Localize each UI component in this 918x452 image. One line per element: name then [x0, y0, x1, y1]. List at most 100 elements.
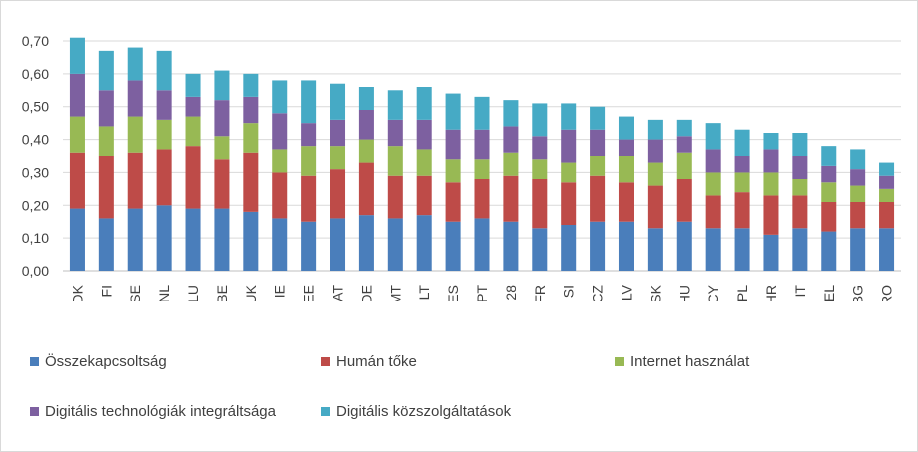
legend-item-internet-hasznalat: Internet használat — [615, 353, 749, 370]
x-tick-label: LU — [185, 285, 201, 301]
bar-segment-pl-s4 — [734, 129, 750, 156]
bar-segment-dk-s3 — [69, 73, 85, 117]
bar-segment-de-s3 — [358, 110, 374, 140]
bar-segment-ee-s0 — [301, 221, 317, 271]
bar-segment-be-s2 — [214, 136, 230, 160]
bar-segment-es-s2 — [445, 159, 461, 183]
bar-segment-hr-s1 — [763, 195, 779, 235]
legend-swatch — [321, 357, 330, 366]
bar-segment-pl-s1 — [734, 192, 750, 229]
bar-segment-ie-s0 — [272, 218, 288, 271]
y-tick-label: 0,30 — [22, 164, 49, 180]
bar-segment-pt-s0 — [474, 218, 490, 271]
bar-segment-es-s1 — [445, 182, 461, 222]
bar-segment-ie-s1 — [272, 172, 288, 219]
bar-segment-eu28-s3 — [503, 126, 519, 153]
bar-segment-it-s2 — [792, 179, 808, 196]
x-tick-label: LT — [416, 285, 432, 301]
bar-segment-sk-s0 — [647, 228, 663, 271]
legend-swatch — [30, 407, 39, 416]
bar-segment-bg-s1 — [850, 202, 866, 229]
y-tick-label: 0,40 — [22, 132, 49, 148]
x-tick-label: MT — [387, 285, 403, 301]
bar-segment-dk-s0 — [69, 208, 85, 271]
legend-label: Internet használat — [630, 353, 750, 370]
bar-segment-si-s4 — [561, 103, 577, 130]
bar-segment-fr-s4 — [532, 103, 548, 137]
bar-segment-cy-s0 — [705, 228, 721, 271]
bar-segment-lt-s4 — [416, 87, 432, 120]
x-tick-label: LV — [618, 284, 634, 301]
bar-segment-dk-s2 — [69, 116, 85, 153]
x-tick-label: CZ — [590, 285, 606, 301]
bar-segment-uk-s0 — [243, 211, 259, 271]
legend-item-osszekapcsoltsag: Összekapcsoltság — [30, 353, 167, 370]
bar-segment-bg-s4 — [850, 149, 866, 170]
bar-segment-cy-s2 — [705, 172, 721, 196]
bar-segment-nl-s0 — [156, 205, 172, 271]
x-axis-ticks: DK FI SE NL LU BE UK IE EE AT DE MT LT ES PT EU28 FR SI CZ… — [69, 284, 894, 320]
bar-segment-ee-s1 — [301, 175, 317, 222]
bar-segment-cy-s4 — [705, 123, 721, 150]
bars — [69, 37, 895, 271]
legend-swatch — [30, 357, 39, 366]
bar-segment-hu-s1 — [676, 179, 692, 222]
bar-segment-cz-s4 — [590, 106, 606, 130]
bar-segment-lv-s1 — [618, 182, 634, 222]
bar-segment-el-s2 — [821, 182, 837, 202]
bar-segment-se-s1 — [127, 152, 143, 209]
bar-segment-hu-s0 — [676, 221, 692, 271]
bar-segment-mt-s4 — [387, 90, 403, 120]
bar-segment-at-s3 — [330, 119, 346, 147]
bar-segment-eu28-s0 — [503, 221, 519, 271]
bar-segment-lu-s2 — [185, 116, 201, 147]
bar-segment-nl-s3 — [156, 90, 172, 120]
bar-segment-bg-s0 — [850, 228, 866, 271]
bar-segment-el-s1 — [821, 202, 837, 232]
x-tick-label: HR — [763, 285, 779, 301]
bar-segment-pl-s2 — [734, 172, 750, 193]
bar-segment-uk-s4 — [243, 73, 259, 97]
x-tick-label: DE — [358, 285, 374, 301]
bar-segment-lv-s2 — [618, 156, 634, 183]
bar-segment-hr-s3 — [763, 149, 779, 173]
bar-segment-at-s4 — [330, 83, 346, 120]
bar-segment-fi-s0 — [98, 218, 114, 271]
bar-segment-fi-s2 — [98, 126, 114, 156]
x-tick-label: UK — [243, 284, 259, 301]
bar-segment-lu-s3 — [185, 96, 201, 117]
bar-segment-si-s3 — [561, 129, 577, 163]
bar-segment-es-s4 — [445, 93, 461, 130]
bar-segment-cz-s3 — [590, 129, 606, 156]
bar-segment-hu-s3 — [676, 136, 692, 153]
bar-segment-sk-s2 — [647, 162, 663, 186]
bar-segment-uk-s1 — [243, 152, 259, 212]
bar-segment-cz-s0 — [590, 221, 606, 271]
bar-segment-at-s1 — [330, 169, 346, 219]
bar-segment-sk-s3 — [647, 139, 663, 163]
bar-segment-dk-s4 — [69, 37, 85, 74]
x-tick-label: IT — [792, 285, 808, 298]
bar-segment-de-s4 — [358, 87, 374, 110]
bar-segment-pt-s1 — [474, 179, 490, 219]
bar-segment-pt-s4 — [474, 96, 490, 130]
x-tick-label: SE — [127, 285, 143, 301]
bar-segment-ee-s2 — [301, 146, 317, 176]
bar-segment-fi-s3 — [98, 90, 114, 127]
bar-segment-si-s2 — [561, 162, 577, 183]
y-axis-ticks: 0,00 0,10 0,20 0,30 0,40 0,50 0,60 0,70 — [22, 33, 49, 279]
x-tick-label: CY — [705, 284, 721, 301]
x-tick-label: IE — [272, 285, 288, 298]
bar-segment-lv-s4 — [618, 116, 634, 140]
bar-segment-be-s4 — [214, 70, 230, 101]
legend-label: Humán tőke — [336, 353, 417, 370]
bar-segment-cz-s2 — [590, 156, 606, 176]
bar-segment-be-s3 — [214, 100, 230, 137]
bar-segment-el-s3 — [821, 165, 837, 183]
legend-label: Digitális technológiák integráltsága — [45, 403, 276, 420]
bar-segment-sk-s1 — [647, 185, 663, 229]
bar-segment-mt-s2 — [387, 146, 403, 176]
bar-segment-mt-s1 — [387, 175, 403, 219]
bar-segment-el-s0 — [821, 231, 837, 271]
x-tick-label: PT — [474, 285, 490, 301]
